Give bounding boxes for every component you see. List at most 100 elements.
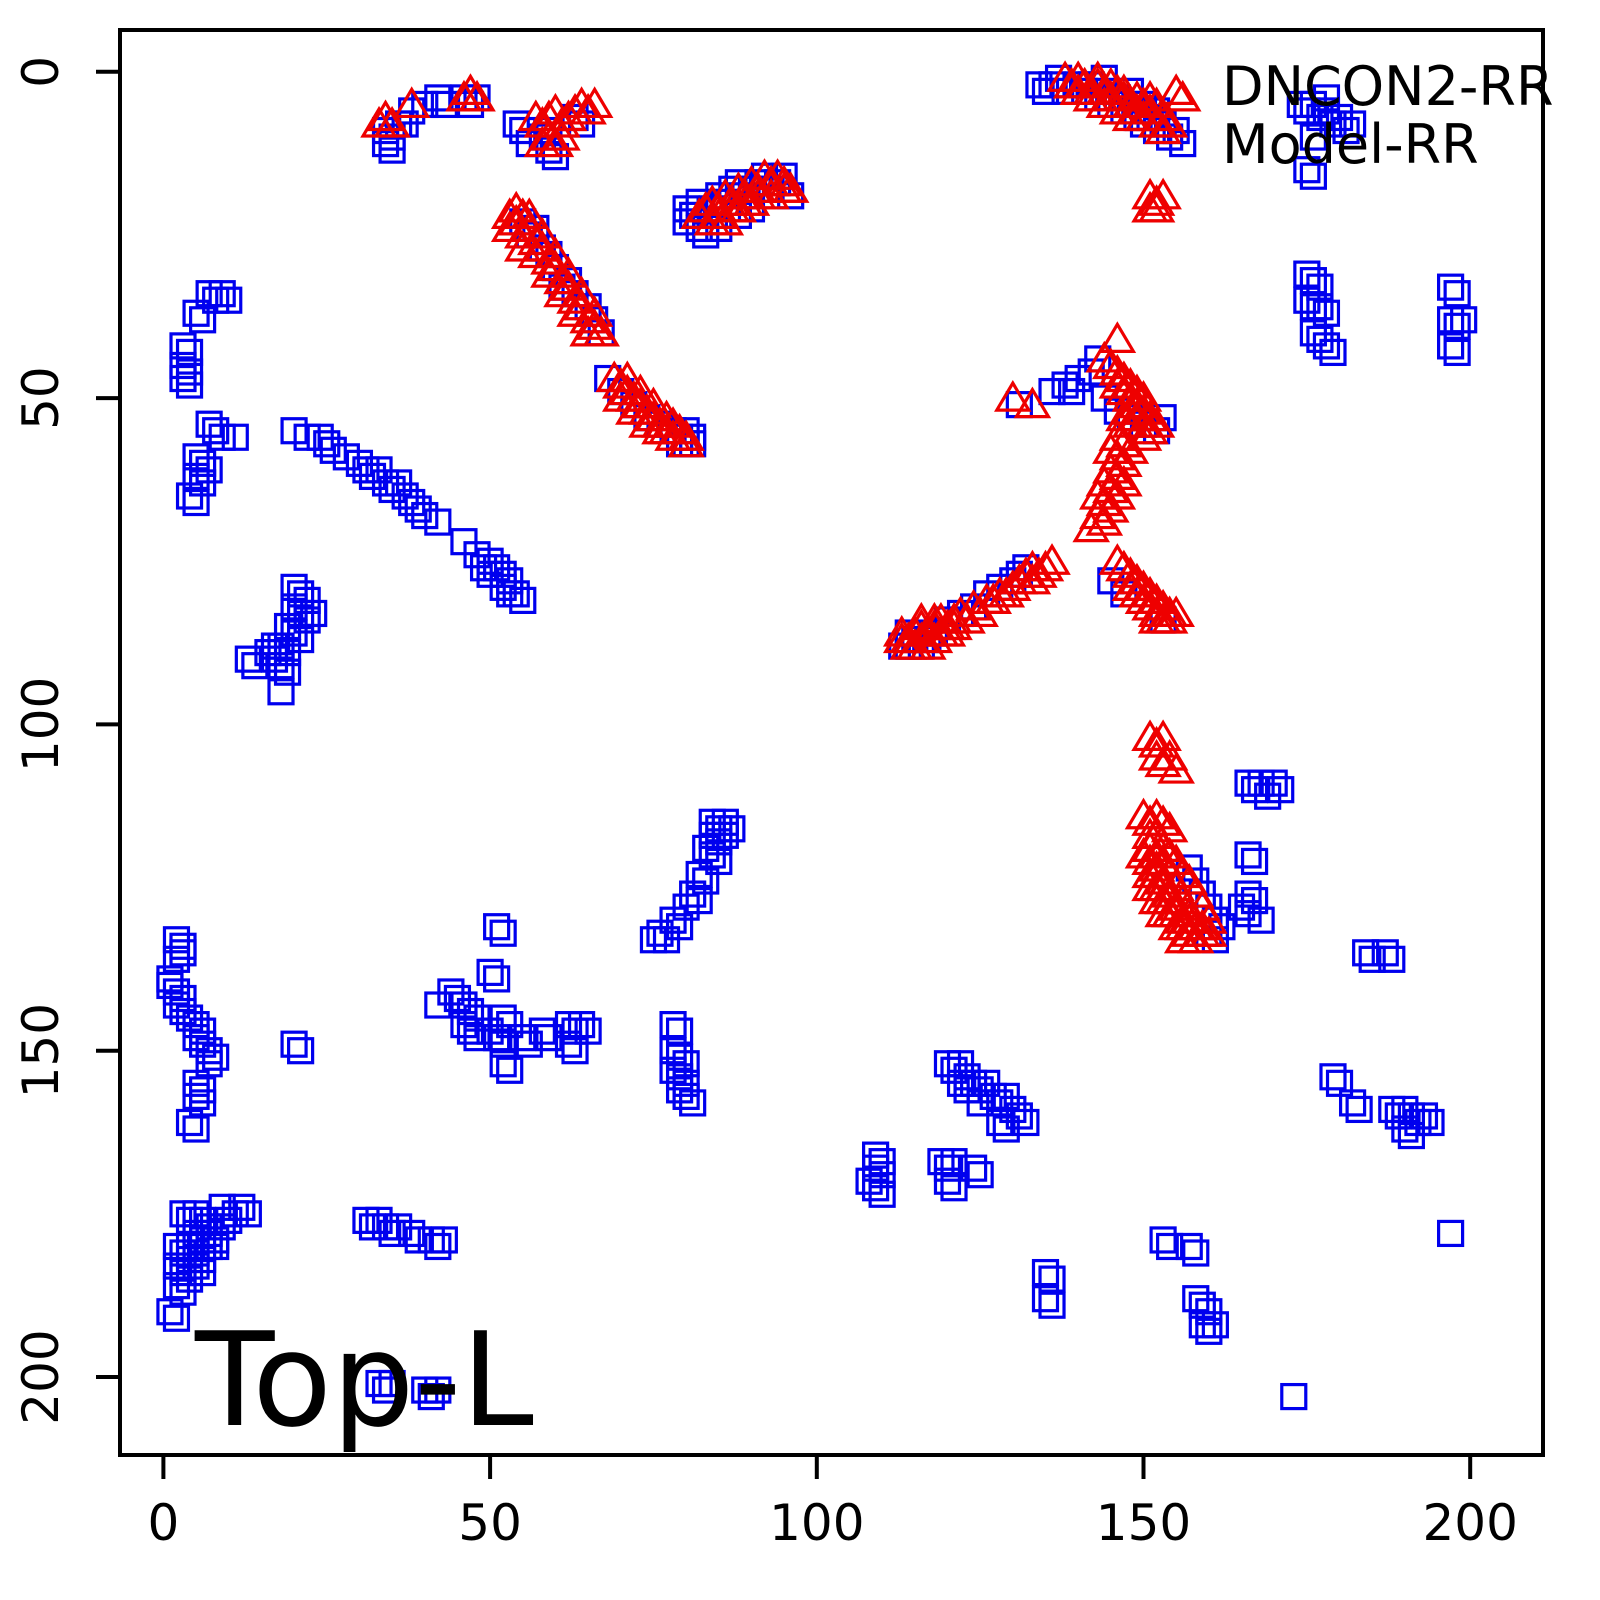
data-point-square — [933, 1167, 962, 1195]
data-point-triangle — [1105, 360, 1143, 393]
data-point-square — [378, 1369, 406, 1398]
x-tick-label: 0 — [147, 1494, 179, 1552]
x-tick-label: 100 — [769, 1494, 864, 1552]
data-point-square — [378, 1219, 406, 1248]
data-point-square — [228, 1193, 256, 1221]
data-point-square — [182, 1082, 210, 1110]
data-point-square — [371, 1376, 400, 1404]
data-point-triangle — [1118, 575, 1156, 608]
data-point-triangle — [1137, 725, 1176, 758]
data-point-square — [862, 1174, 890, 1202]
data-point-square — [456, 1017, 485, 1045]
data-point-square — [1038, 1291, 1066, 1319]
data-point-square — [672, 1082, 700, 1110]
data-point-square — [986, 1108, 1014, 1137]
data-point-square — [1352, 939, 1380, 967]
data-point-square — [162, 945, 191, 973]
data-point-triangle — [1157, 595, 1195, 628]
data-point-triangle — [634, 386, 673, 419]
data-point-square — [1319, 1063, 1347, 1091]
data-point-triangle — [1111, 556, 1150, 588]
data-point-square — [202, 1232, 230, 1261]
data-point-square — [1312, 332, 1341, 360]
data-point-square — [189, 306, 217, 334]
x-tick-label: 200 — [1422, 1494, 1517, 1552]
data-point-square — [665, 1017, 694, 1045]
data-point-square — [300, 599, 328, 628]
data-point-square — [718, 815, 746, 843]
data-point-square — [234, 1200, 262, 1228]
data-point-square — [169, 364, 197, 393]
data-point-triangle — [1144, 112, 1182, 145]
data-point-triangle — [1137, 797, 1176, 830]
data-point-triangle — [575, 295, 614, 327]
data-point-square — [424, 84, 452, 112]
data-point-square — [960, 1154, 988, 1182]
data-point-square — [1031, 1285, 1060, 1313]
data-point-square — [1417, 1108, 1445, 1137]
data-point-triangle — [556, 282, 594, 314]
data-point-square — [280, 1030, 308, 1058]
data-point-square — [1436, 1219, 1465, 1248]
data-point-triangle — [1144, 830, 1182, 862]
data-point-triangle — [392, 86, 431, 119]
data-point-square — [182, 1115, 210, 1143]
y-tick-label: 200 — [12, 1329, 70, 1424]
data-point-square — [215, 286, 243, 314]
data-point-triangle — [1085, 340, 1124, 373]
data-point-square — [417, 1382, 445, 1411]
data-point-triangle — [1157, 751, 1195, 784]
data-point-triangle — [1124, 379, 1163, 412]
data-point-square — [476, 560, 504, 588]
data-point-square — [659, 1010, 687, 1039]
data-point-triangle — [569, 301, 607, 334]
x-tick-label: 50 — [458, 1494, 522, 1552]
data-point-square — [267, 678, 295, 706]
data-point-triangle — [621, 373, 660, 406]
data-point-square — [940, 1148, 968, 1176]
data-point-square — [169, 332, 197, 360]
data-point-triangle — [373, 105, 411, 138]
series-dncon2-rr — [156, 64, 1478, 1411]
data-point-square — [496, 580, 524, 608]
data-point-square — [208, 1193, 236, 1221]
data-point-square — [868, 1180, 896, 1208]
data-point-square — [685, 860, 713, 889]
data-point-square — [940, 1174, 968, 1202]
data-point-square — [509, 1024, 537, 1052]
data-point-triangle — [935, 608, 973, 641]
data-point-square — [1280, 1382, 1308, 1411]
data-point-square — [156, 965, 184, 993]
data-point-square — [208, 280, 236, 308]
data-point-square — [221, 423, 249, 451]
data-point-triangle — [1072, 510, 1111, 543]
data-point-square — [639, 926, 668, 954]
data-point-square — [489, 1030, 517, 1058]
data-point-triangle — [994, 379, 1032, 412]
data-point-square — [202, 417, 230, 445]
data-point-square — [169, 939, 197, 967]
data-point-square — [483, 965, 511, 993]
data-point-triangle — [601, 366, 640, 399]
data-point-square — [175, 482, 204, 510]
data-point-square — [1338, 110, 1367, 138]
annotation-top-l: Top-L — [194, 1304, 534, 1456]
data-point-square — [1299, 267, 1327, 295]
data-point-square — [1410, 1102, 1439, 1130]
data-point-triangle — [445, 79, 483, 112]
data-point-square — [234, 645, 262, 673]
data-point-triangle — [562, 275, 601, 308]
data-point-triangle — [915, 601, 954, 634]
data-point-square — [1293, 156, 1321, 184]
data-point-triangle — [882, 621, 921, 654]
data-point-triangle — [1150, 601, 1189, 634]
data-point-square — [1149, 1226, 1177, 1254]
data-point-triangle — [510, 197, 549, 229]
data-point-square — [554, 1030, 583, 1058]
data-point-square — [1156, 1232, 1184, 1261]
data-point-square — [1378, 945, 1406, 973]
data-point-square — [966, 1089, 994, 1117]
data-point-square — [489, 1050, 517, 1078]
data-point-triangle — [608, 360, 647, 393]
data-point-triangle — [615, 393, 653, 425]
